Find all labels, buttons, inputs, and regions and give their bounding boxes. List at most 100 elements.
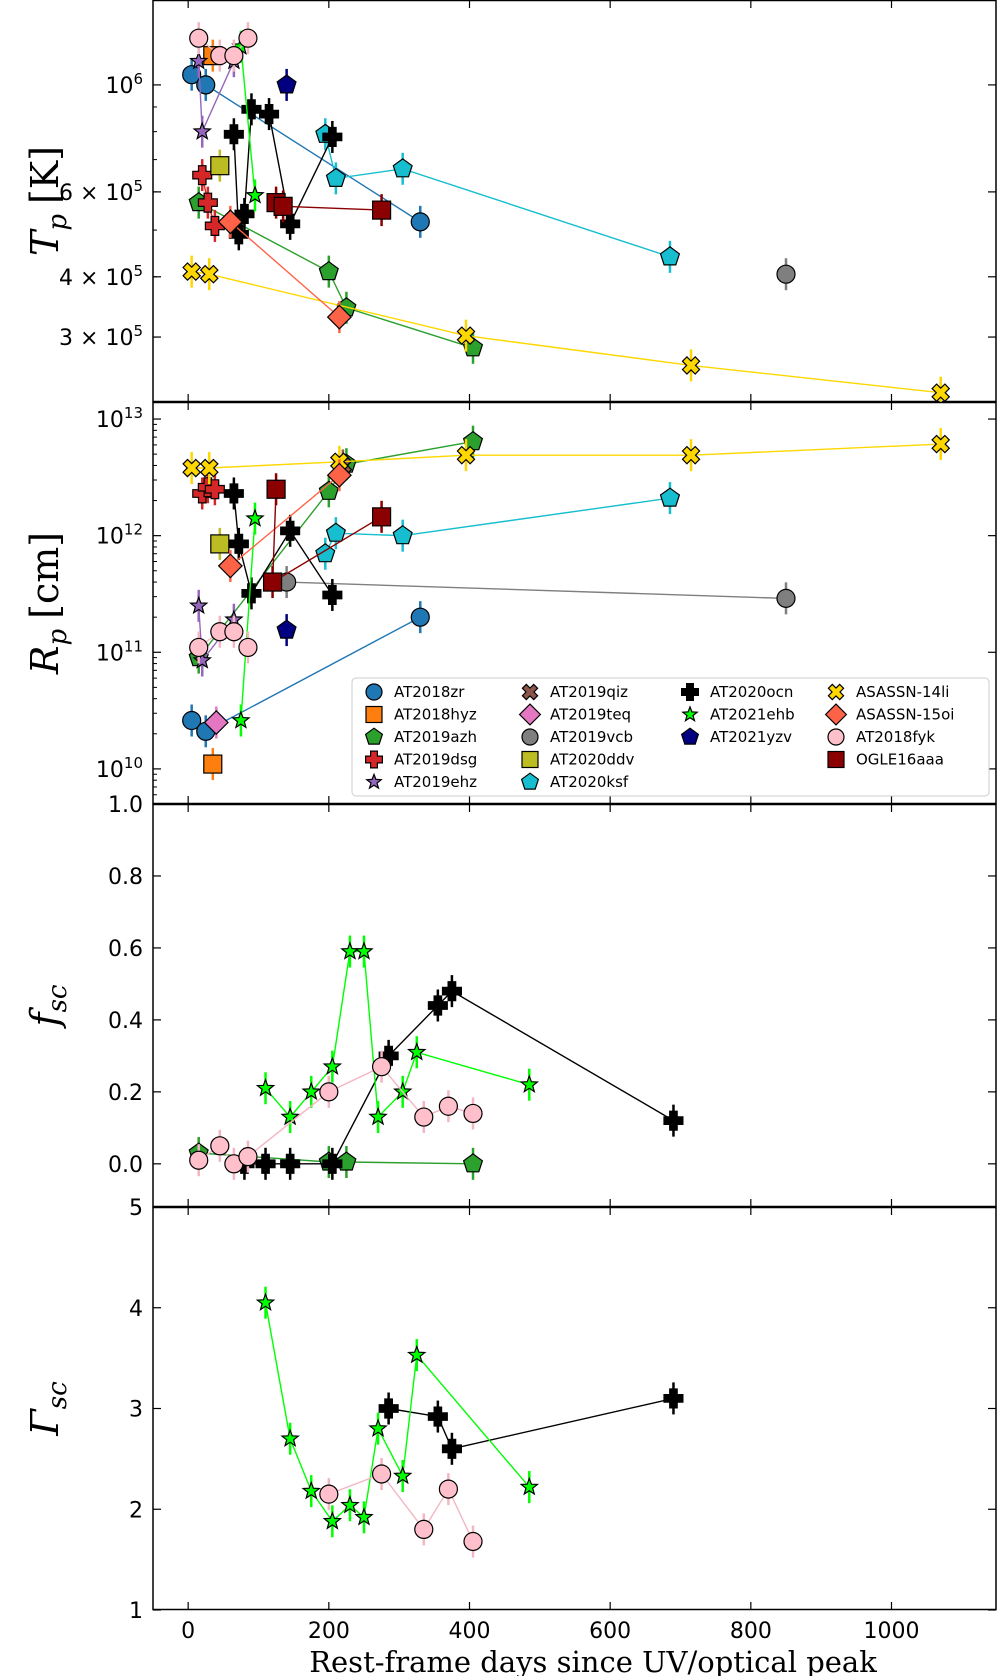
x-axis-title: Rest-frame days since UV/optical peak: [309, 1645, 877, 1676]
legend-label: AT2021yzv: [710, 728, 792, 746]
legend-marker-AT2019azh: [364, 727, 384, 745]
point-AT2021yzv: [276, 619, 297, 639]
point-AT2018fyk: [371, 1057, 392, 1077]
legend-marker-AT2019teq: [518, 703, 542, 726]
legend-label: AT2018fyk: [856, 728, 935, 746]
point-AT2018zr: [182, 710, 202, 731]
legend-marker-AT2019ehz: [365, 772, 383, 790]
legend-marker-AT2019vcb: [521, 728, 539, 746]
point-AT2020ocn: [378, 1045, 399, 1066]
point-AT2020ddv: [210, 156, 230, 176]
panel-frame: [152, 0, 997, 403]
series-layer: [255, 1286, 684, 1558]
point-AT2019azh: [318, 480, 339, 500]
series-layer: [188, 935, 684, 1180]
point-ASASSN-14li: [182, 458, 202, 478]
point-AT2018fyk: [238, 28, 258, 48]
point-AT2018fyk: [189, 637, 209, 658]
panel-temperature: 106 6 × 105 4 × 105 3 × 105 Tp[K]: [23, 0, 997, 403]
point-AT2020ocn: [441, 981, 462, 1002]
point-ASASSN-15oi: [326, 462, 352, 488]
point-ASASSN-14li: [931, 383, 951, 402]
point-OGLE16aaa: [262, 572, 283, 592]
legend-marker-AT2018fyk: [827, 728, 845, 746]
point-AT2020ksf: [392, 525, 413, 545]
point-ASASSN-14li: [199, 458, 219, 478]
y-tick-label: 0.0: [108, 1153, 143, 1178]
point-AT2018fyk: [319, 1484, 339, 1504]
point-AT2020ocn: [280, 520, 301, 541]
y-tick-label: 6 × 105: [59, 177, 143, 206]
y-axis-title: Γsc: [23, 1381, 73, 1437]
point-AT2018fyk: [438, 1479, 458, 1499]
point-AT2020ksf: [659, 246, 681, 266]
point-AT2019dsg: [204, 479, 225, 500]
legend-label: AT2019dsg: [394, 751, 477, 769]
point-AT2020ocn: [223, 483, 244, 504]
legend-marker-ASASSN-15oi: [824, 703, 848, 726]
point-AT2019ehz: [192, 121, 212, 141]
legend-label: AT2020ksf: [550, 773, 629, 791]
legend-label: AT2019qiz: [550, 683, 628, 701]
series-line-AT2021ehb: [264, 1302, 530, 1523]
point-AT2021ehb: [340, 1494, 360, 1514]
legend-marker-OGLE16aaa: [827, 750, 845, 769]
point-AT2018fyk: [238, 637, 258, 658]
panel-gamma: 5 4 3 2 1 Γsc: [23, 1196, 997, 1624]
y-tick-label: 5: [129, 1196, 143, 1221]
point-AT2018fyk: [189, 28, 209, 48]
point-AT2019dsg: [197, 192, 218, 213]
point-AT2020ocn: [259, 103, 280, 125]
point-AT2018fyk: [463, 1103, 483, 1124]
series-line-AT2019vcb: [286, 581, 787, 600]
legend-label: AT2021ehb: [710, 706, 795, 724]
point-AT2018zr: [410, 212, 430, 232]
series-line-AT2019ehz: [198, 60, 235, 132]
y-tick-label: 1013: [96, 404, 143, 433]
point-ASASSN-14li: [931, 434, 951, 454]
x-tick-label: 400: [449, 1619, 491, 1644]
point-AT2021yzv: [276, 74, 297, 94]
y-tick-label: 3 × 105: [59, 322, 143, 351]
legend-label: AT2020ocn: [710, 683, 793, 701]
point-AT2020ocn: [663, 1110, 684, 1131]
point-ASASSN-15oi: [326, 304, 352, 330]
series-line-AT2020ksf: [324, 134, 671, 258]
point-AT2019ehz: [192, 650, 213, 669]
point-AT2018fyk: [224, 46, 244, 66]
legend-label: AT2018zr: [394, 683, 465, 701]
legend-label: AT2019azh: [394, 728, 477, 746]
point-ASASSN-14li: [681, 355, 701, 375]
point-AT2018fyk: [319, 1082, 339, 1102]
point-AT2018fyk: [189, 1150, 209, 1170]
y-tick-label: 4 × 105: [59, 262, 143, 291]
point-ASASSN-15oi: [217, 553, 243, 579]
point-ASASSN-14li: [199, 264, 219, 284]
point-AT2018fyk: [414, 1107, 434, 1127]
point-AT2018fyk: [224, 622, 244, 642]
point-AT2021ehb: [368, 1106, 388, 1126]
point-AT2020ocn: [228, 533, 249, 554]
point-AT2020ocn: [427, 1406, 448, 1427]
point-AT2020ksf: [325, 522, 347, 542]
x-tick-label: 0: [181, 1619, 195, 1644]
point-AT2020ddv: [210, 534, 230, 554]
point-AT2020ocn: [427, 995, 448, 1016]
point-AT2018zr: [410, 607, 430, 627]
point-AT2020ocn: [241, 583, 262, 604]
x-tick-label: 1000: [864, 1619, 920, 1644]
point-AT2021ehb: [301, 1081, 321, 1101]
point-AT2021ehb: [368, 1418, 388, 1437]
series-line-ASASSN-14li: [191, 270, 941, 394]
panel-frame: [152, 803, 997, 1208]
legend-marker-AT2021yzv: [680, 727, 700, 745]
legend-marker-AT2019dsg: [365, 750, 383, 769]
y-axis-title: fsc: [23, 984, 73, 1029]
point-AT2018fyk: [414, 1519, 434, 1540]
legend-label: AT2019vcb: [550, 728, 633, 746]
x-tick-label: 600: [589, 1619, 631, 1644]
legend-label: AT2019teq: [550, 706, 631, 724]
y-tick-label: 1.0: [108, 793, 143, 818]
point-AT2020ocn: [280, 1153, 301, 1174]
point-AT2021ehb: [301, 1480, 322, 1500]
